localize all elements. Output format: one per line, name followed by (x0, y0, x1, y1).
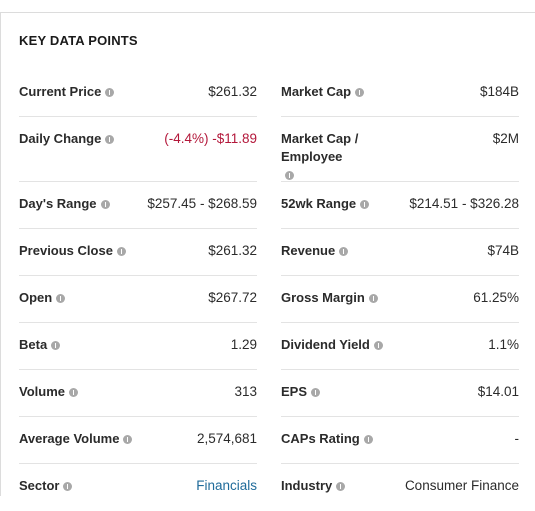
open-label: Open (19, 290, 53, 305)
row-revenue: Revenue $74B (281, 229, 519, 276)
sector-label: Sector (19, 478, 60, 493)
beta-value: 1.29 (230, 337, 257, 352)
right-column: Market Cap $184B Market Cap / Employee $… (281, 70, 519, 511)
info-icon[interactable] (363, 435, 373, 444)
info-icon[interactable] (105, 88, 115, 97)
row-days-range: Day's Range $257.45 - $268.59 (19, 182, 257, 229)
caps-rating-value: - (514, 431, 520, 446)
eps-label: EPS (281, 384, 308, 399)
gross-margin-label: Gross Margin (281, 290, 365, 305)
info-icon[interactable] (368, 294, 378, 303)
info-icon[interactable] (339, 247, 349, 256)
gross-margin-value: 61.25% (473, 290, 519, 305)
row-market-cap-employee: Market Cap / Employee $2M (281, 117, 519, 182)
row-beta: Beta 1.29 (19, 323, 257, 370)
open-value: $267.72 (208, 290, 257, 305)
info-icon[interactable] (285, 171, 294, 180)
beta-label: Beta (19, 337, 48, 352)
row-caps-rating: CAPs Rating - (281, 417, 519, 464)
dividend-yield-label: Dividend Yield (281, 337, 370, 352)
info-icon[interactable] (373, 341, 383, 350)
market-cap-employee-label: Market Cap / Employee (281, 131, 359, 164)
revenue-value: $74B (487, 243, 519, 258)
row-average-volume: Average Volume 2,574,681 (19, 417, 257, 464)
previous-close-value: $261.32 (208, 243, 257, 258)
row-volume: Volume 313 (19, 370, 257, 417)
row-market-cap: Market Cap $184B (281, 70, 519, 117)
card-title: KEY DATA POINTS (19, 33, 138, 48)
market-cap-value: $184B (479, 84, 519, 99)
dividend-yield-value: 1.1% (488, 337, 519, 352)
info-icon[interactable] (360, 200, 370, 209)
volume-value: 313 (234, 384, 257, 399)
row-dividend-yield: Dividend Yield 1.1% (281, 323, 519, 370)
info-icon[interactable] (336, 482, 346, 491)
volume-label: Volume (19, 384, 65, 399)
52wk-range-value: $214.51 - $326.28 (409, 196, 519, 211)
info-icon[interactable] (116, 247, 126, 256)
days-range-value: $257.45 - $268.59 (147, 196, 257, 211)
info-icon[interactable] (100, 200, 110, 209)
sector-link[interactable]: Financials (196, 478, 257, 493)
eps-value: $14.01 (477, 384, 519, 399)
info-icon[interactable] (311, 388, 321, 397)
row-daily-change: Daily Change (-4.4%) -$11.89 (19, 117, 257, 182)
industry-value: Consumer Finance (404, 478, 519, 493)
average-volume-value: 2,574,681 (196, 431, 257, 446)
row-eps: EPS $14.01 (281, 370, 519, 417)
info-icon[interactable] (69, 388, 78, 397)
info-icon[interactable] (355, 88, 365, 97)
info-icon[interactable] (56, 294, 66, 303)
row-sector: Sector Financials (19, 464, 257, 511)
current-price-label: Current Price (19, 84, 102, 99)
row-open: Open $267.72 (19, 276, 257, 323)
market-cap-label: Market Cap (281, 84, 352, 99)
info-icon[interactable] (63, 482, 73, 491)
key-data-points-card: KEY DATA POINTS Current Price $261.32 Da… (0, 12, 535, 496)
52wk-range-label: 52wk Range (281, 196, 357, 211)
revenue-label: Revenue (281, 243, 336, 258)
average-volume-label: Average Volume (19, 431, 120, 446)
info-icon[interactable] (123, 435, 133, 444)
days-range-label: Day's Range (19, 196, 97, 211)
caps-rating-label: CAPs Rating (281, 431, 360, 446)
left-column: Current Price $261.32 Daily Change (-4.4… (19, 70, 257, 511)
info-icon[interactable] (51, 341, 61, 350)
row-52wk-range: 52wk Range $214.51 - $326.28 (281, 182, 519, 229)
daily-change-label: Daily Change (19, 131, 102, 146)
market-cap-employee-value: $2M (492, 131, 519, 146)
row-previous-close: Previous Close $261.32 (19, 229, 257, 276)
row-current-price: Current Price $261.32 (19, 70, 257, 117)
industry-label: Industry (281, 478, 333, 493)
previous-close-label: Previous Close (19, 243, 113, 258)
row-gross-margin: Gross Margin 61.25% (281, 276, 519, 323)
daily-change-value: (-4.4%) -$11.89 (164, 131, 257, 146)
current-price-value: $261.32 (208, 84, 257, 99)
info-icon[interactable] (105, 135, 115, 144)
row-industry: Industry Consumer Finance (281, 464, 519, 511)
